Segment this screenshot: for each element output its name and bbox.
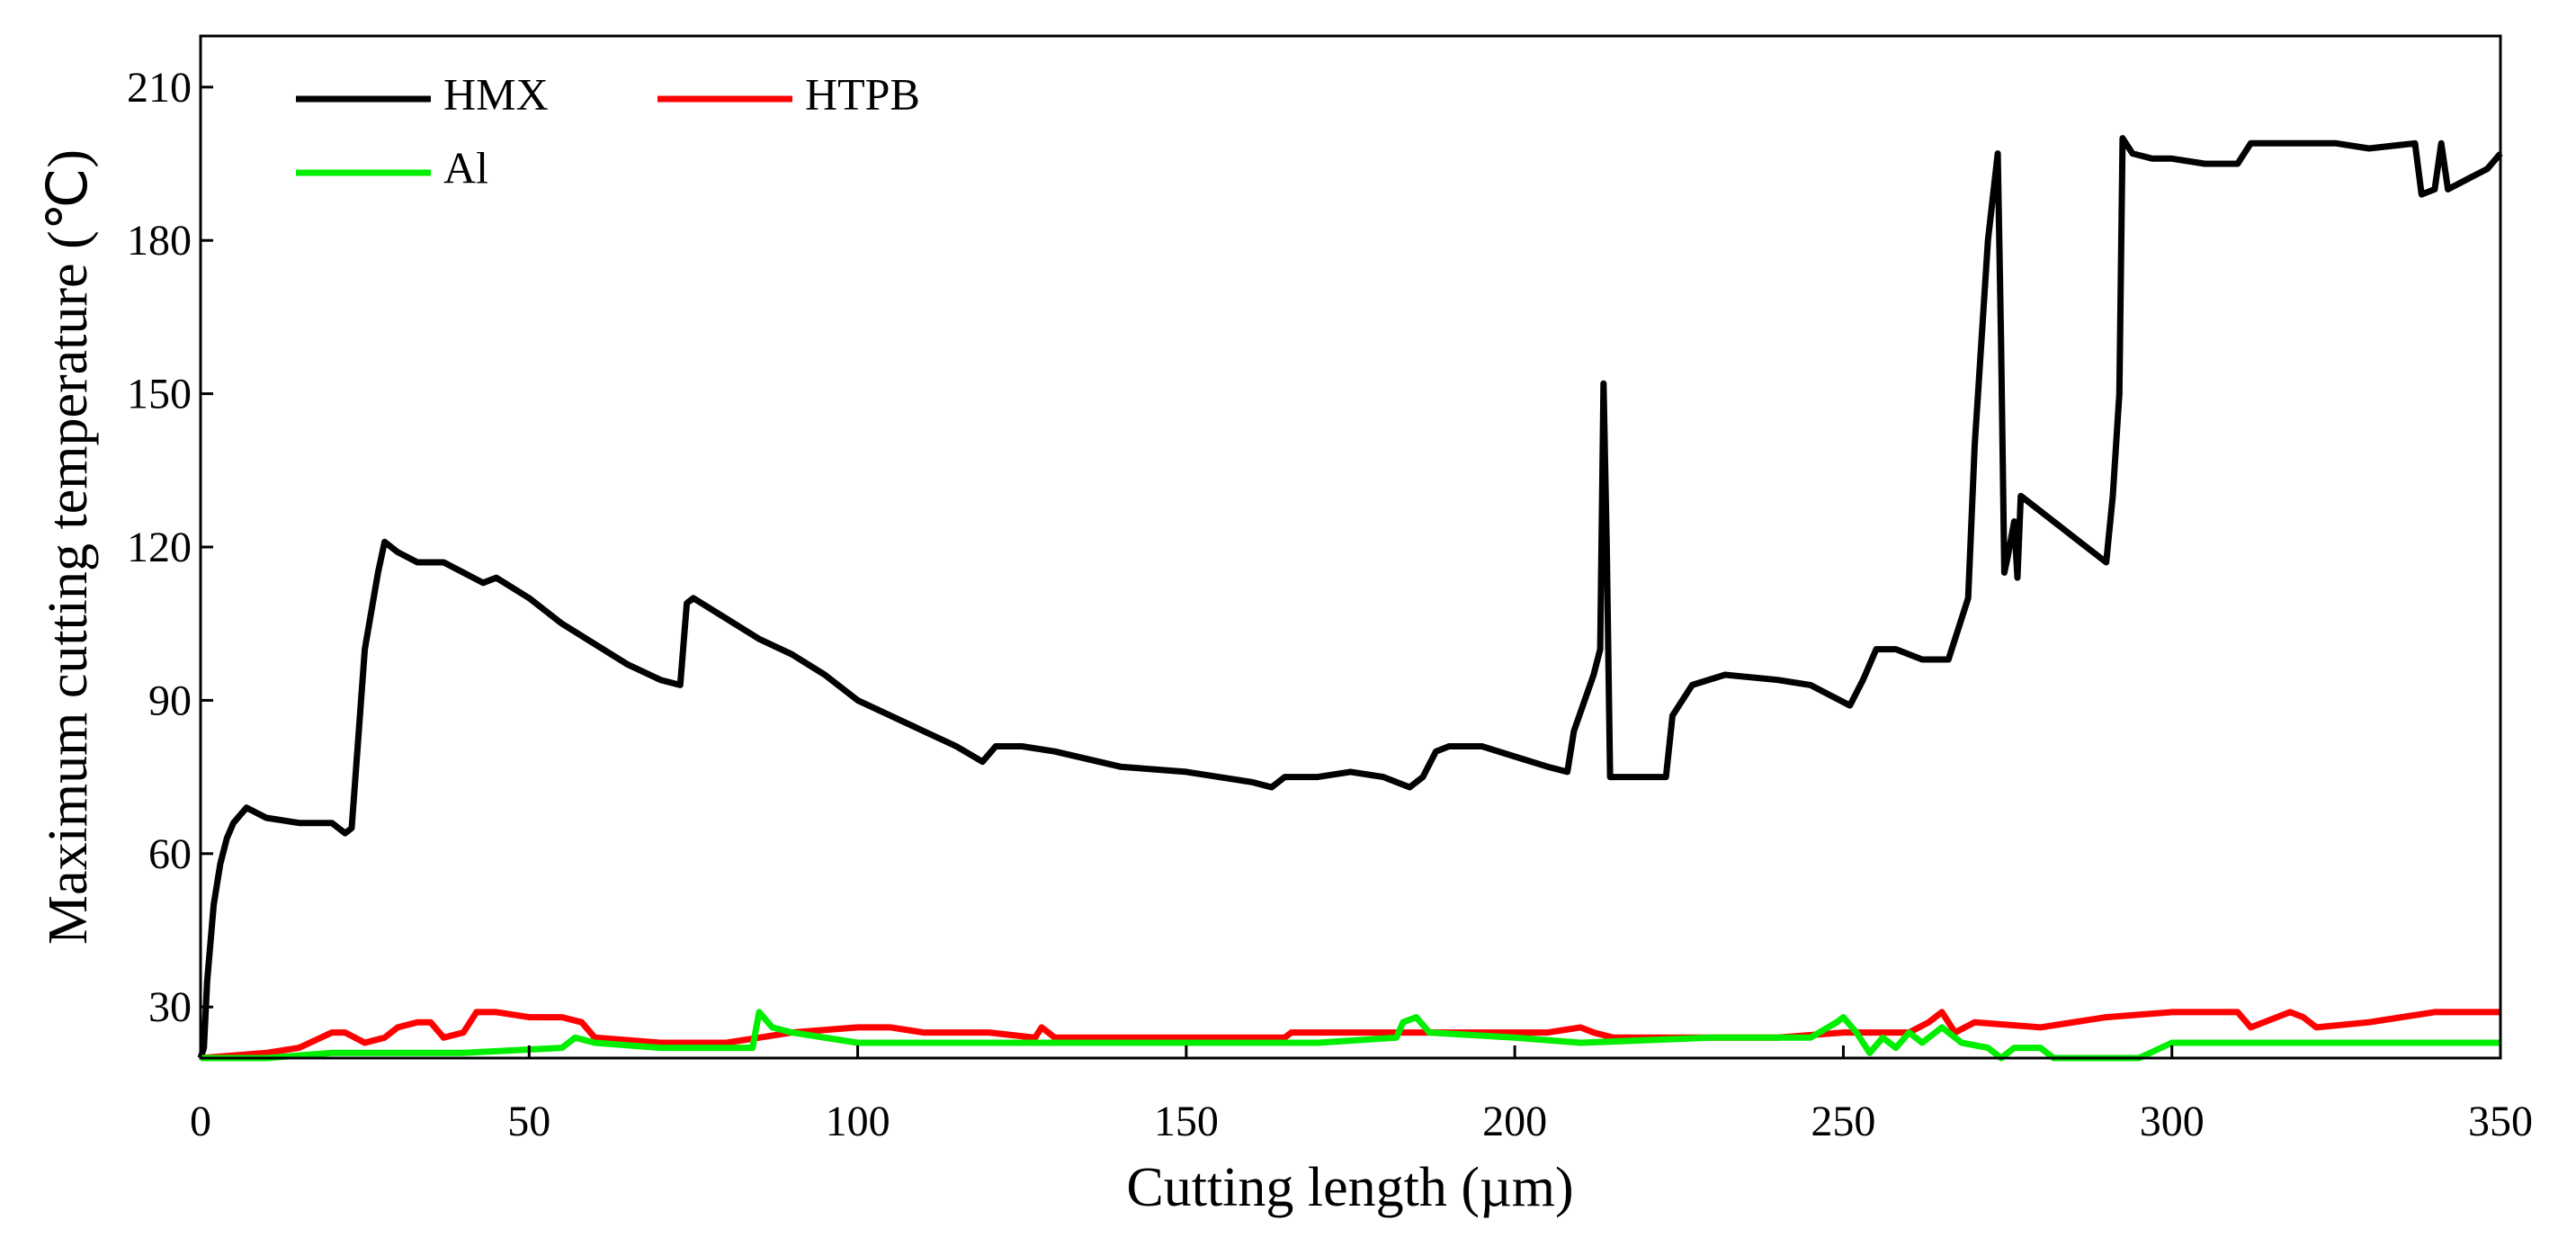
y-axis-label: Maximum cutting temperature (℃) [38,149,99,945]
y-tick-label: 90 [148,677,192,724]
x-tick-label: 150 [1154,1098,1219,1145]
x-tick-label: 300 [2140,1098,2205,1145]
series-line [197,135,2503,1060]
plot-frame [199,34,2502,1060]
x-tick-label: 200 [1482,1098,1547,1145]
y-tick-label: 150 [127,371,192,418]
legend-label: Al [443,142,488,193]
x-tick-label: 0 [190,1098,211,1145]
x-tick-label: 250 [1811,1098,1875,1145]
x-tick-label: 50 [507,1098,550,1145]
x-tick-label: 350 [2468,1098,2533,1145]
y-tick-label: 60 [148,830,192,878]
x-tick-label: 100 [826,1098,890,1145]
y-tick-label: 30 [148,983,192,1031]
legend-label: HTPB [805,68,920,119]
y-tick-label: 210 [127,64,192,112]
y-tick-label: 120 [127,524,192,571]
legend-label: HMX [443,68,549,119]
x-axis-label: Cutting length (µm) [1126,1157,1573,1218]
series-line [200,1009,2500,1062]
y-tick-label: 180 [127,217,192,265]
